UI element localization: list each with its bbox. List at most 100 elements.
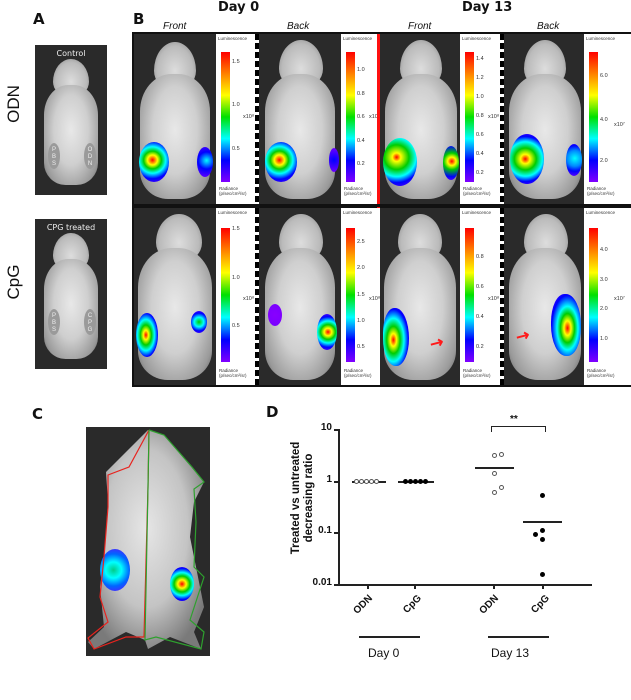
tumor-signal-left: [100, 549, 130, 591]
data-point: [374, 479, 379, 484]
scale-bar-odn-day13-back: Luminescence 6.0 4.0 2.0 x10⁷ Radiance (p…: [584, 34, 631, 204]
day-title-day0: Day 0: [218, 0, 260, 15]
x-tick: [367, 585, 369, 589]
day-title-day13: Day 13: [462, 0, 513, 15]
y-tick: [334, 429, 338, 431]
x-tick-label: CpG: [401, 593, 424, 616]
dashed-separator: [500, 208, 504, 385]
tumor-signal-right: [551, 294, 581, 356]
scale-bar-cpg-day13-back: Luminescence 4.0 3.0 2.0 1.0 x10⁷ Radian…: [584, 208, 631, 385]
b-cpg-day0-front: [134, 208, 216, 385]
y-tick-label: 0.1: [318, 525, 332, 536]
dashed-separator: [500, 34, 504, 204]
view-label-day0-back: Back: [287, 21, 310, 32]
data-point: [540, 528, 545, 533]
tumor-signal-left: [383, 308, 409, 366]
panel-d-label: D: [266, 403, 279, 421]
row-label-odn: ODN: [4, 85, 23, 123]
panel-a-label: A: [33, 10, 45, 28]
significance-label: **: [510, 414, 518, 425]
mean-line: [475, 467, 514, 469]
x-axis: [338, 584, 592, 586]
x-tick: [493, 585, 495, 589]
scale-bar-cpg-day13-front: Luminescence 0.8 0.6 0.4 0.2 x10⁸ Radian…: [460, 208, 500, 385]
data-point: [369, 479, 374, 484]
scale-bar-cpg-day0-front: Luminescence 1.5 1.0 0.5 x10⁸ Radiance (p…: [216, 208, 256, 385]
tumor-signal-right: [170, 567, 194, 601]
row-label-cpg: CpG: [4, 264, 23, 300]
b-cpg-day13-front: ↗: [380, 208, 460, 385]
data-point: [540, 572, 545, 577]
data-point: [492, 453, 497, 458]
data-point: [540, 493, 545, 498]
data-point: [533, 532, 538, 537]
panel-b-label: B: [133, 10, 145, 28]
y-tick-label: 0.01: [312, 577, 332, 588]
tumor-signal-right: [197, 147, 213, 177]
data-point: [403, 479, 408, 484]
dashed-separator: [255, 208, 259, 385]
data-point: [499, 452, 504, 457]
group-bar-day13: [488, 636, 549, 638]
data-point: [492, 471, 497, 476]
data-point: [354, 479, 359, 484]
b-cpg-day13-back: ↗: [504, 208, 584, 385]
scale-bar-cpg-day0-back: Luminescence 2.5 2.0 1.5 1.0 0.5 x10⁸ Ra…: [341, 208, 381, 385]
b-odn-day0-front: [134, 34, 216, 204]
data-point: [499, 485, 504, 490]
y-tick: [334, 584, 338, 586]
x-tick: [414, 585, 416, 589]
x-tick: [542, 585, 544, 589]
b-odn-day13-front: [380, 34, 460, 204]
scale-bar-odn-day0-front: Luminescence 1.5 1.0 0.5 x10⁸ Radiance (p…: [216, 34, 256, 204]
tumor-signal-right: [566, 144, 582, 176]
y-tick: [334, 532, 338, 534]
tumor-signal-right: [329, 148, 339, 172]
panel-c-roi-image: [86, 427, 210, 656]
view-label-day0-front: Front: [163, 21, 187, 32]
tumor-signal-left: [136, 313, 158, 357]
group-bar-day0: [359, 636, 420, 638]
b-odn-day0-back: [259, 34, 341, 204]
roi-outline-untreated-side: [144, 429, 205, 650]
tumor-signal-right: [443, 146, 459, 180]
view-label-day13-front: Front: [408, 21, 432, 32]
tumor-signal-right: [317, 314, 337, 350]
b-cpg-day0-back: [259, 208, 341, 385]
data-point: [359, 479, 364, 484]
b-odn-day13-back: [504, 34, 584, 204]
tumor-signal-left: [139, 142, 169, 182]
roi-outline-treated-side: [87, 429, 150, 650]
tumor-signal-left: [383, 138, 417, 186]
group-label-day0: Day 0: [368, 646, 400, 660]
y-axis-label: Treated vs untreated decreasing ratio: [290, 441, 315, 555]
dashed-separator: [255, 34, 259, 204]
scale-bar-odn-day0-back: Luminescence 1.0 0.8 0.6 0.4 0.2 x10⁸ Ra…: [341, 34, 381, 204]
data-point: [364, 479, 369, 484]
tumor-signal-left: [510, 134, 544, 184]
data-point: [423, 479, 428, 484]
data-point: [408, 479, 413, 484]
data-point: [418, 479, 423, 484]
x-tick-label: CpG: [529, 593, 552, 616]
panel-c-label: C: [32, 405, 44, 423]
data-point: [492, 490, 497, 495]
mean-line: [523, 521, 562, 523]
data-point: [413, 479, 418, 484]
x-tick-label: ODN: [477, 593, 502, 617]
group-label-day13: Day 13: [491, 646, 530, 660]
y-tick: [334, 481, 338, 483]
caption-cpg-treated: CPG treated: [46, 223, 96, 232]
tumor-signal-left: [265, 142, 297, 182]
tumor-signal-left: [268, 304, 282, 326]
data-point: [540, 537, 545, 542]
x-tick-label: ODN: [351, 593, 376, 617]
view-label-day13-back: Back: [537, 21, 560, 32]
y-tick-label: 10: [320, 422, 332, 433]
